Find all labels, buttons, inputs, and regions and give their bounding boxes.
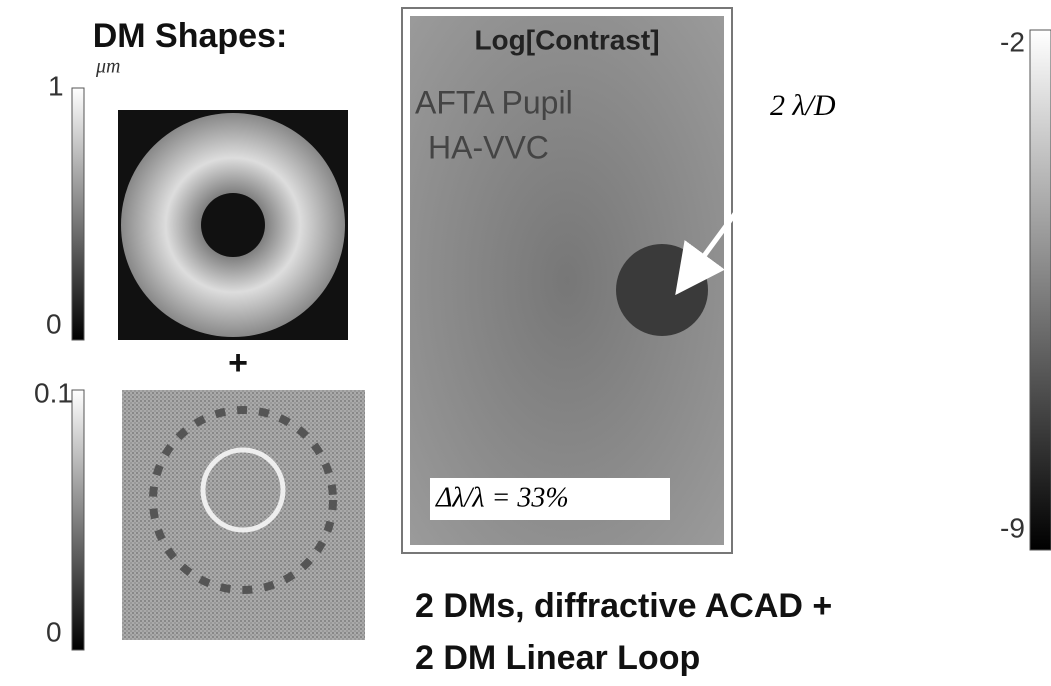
main-title: Log[Contrast]	[474, 24, 659, 55]
colorbar-top: -2	[1000, 26, 1025, 57]
colorbar-2-bottom: 0	[46, 616, 62, 647]
colorbar-2-top: 0.1	[34, 377, 73, 408]
unit-label: μm	[95, 56, 120, 78]
dark-hole	[616, 244, 708, 336]
dm1-obscuration	[201, 193, 265, 257]
contrast-colorbar	[1029, 29, 1051, 551]
dm2-inner	[200, 447, 286, 533]
colorbar-1	[71, 87, 85, 341]
pupil-label: AFTA Pupil	[415, 84, 573, 120]
colorbar-bottom: -9	[1000, 512, 1025, 543]
arrow-label: 2 λ/D	[770, 89, 836, 122]
left-title: DM Shapes:	[93, 17, 288, 55]
colorbar-2	[71, 389, 85, 651]
bandwidth-label: Δλ/λ = 33%	[435, 482, 569, 513]
caption-line-2: 2 DM Linear Loop	[415, 639, 700, 677]
dm2-image	[122, 390, 365, 640]
arrow-label-box	[760, 86, 900, 130]
coronagraph-label: HA-VVC	[428, 129, 549, 165]
colorbar-1-bottom: 0	[46, 308, 62, 339]
bandwidth-box	[430, 478, 670, 520]
plus-sign: +	[228, 344, 248, 382]
dm2-ring	[149, 406, 337, 594]
caption-line-1: 2 DMs, diffractive ACAD +	[415, 587, 832, 625]
arrow	[675, 130, 798, 296]
colorbar-1-top: 1	[48, 70, 64, 101]
